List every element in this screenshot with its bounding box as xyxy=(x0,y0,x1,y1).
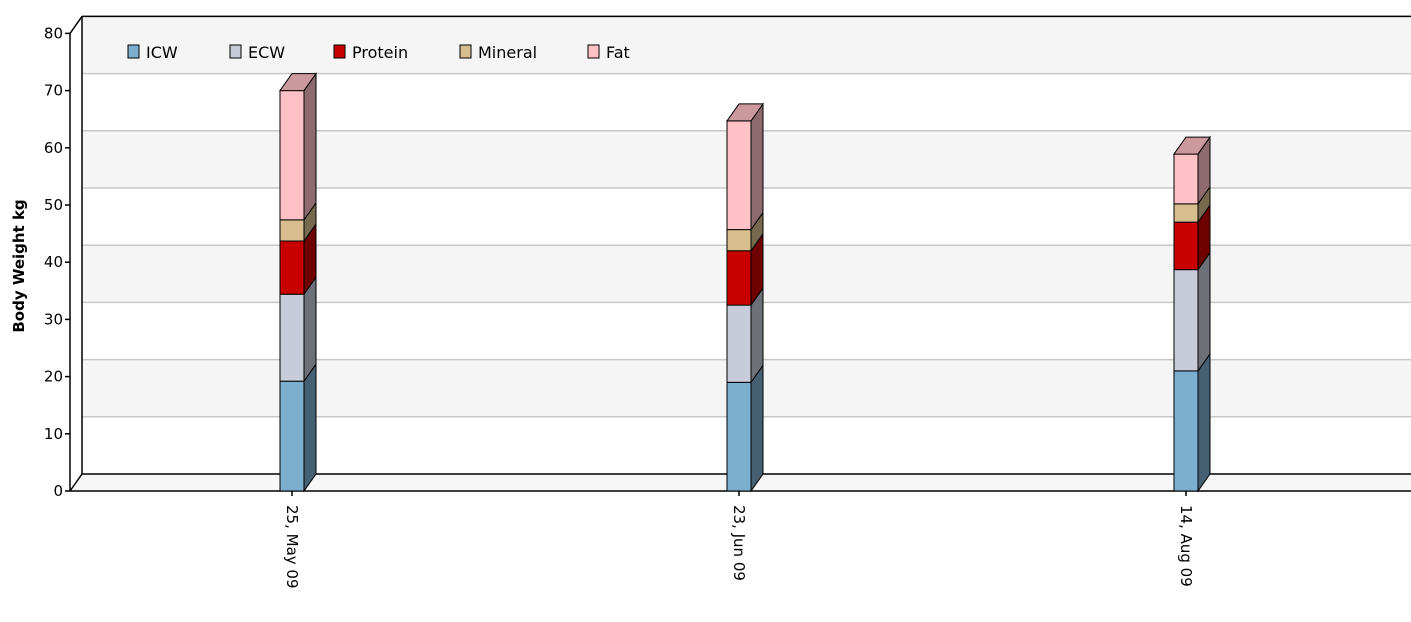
bar-front xyxy=(726,381,752,492)
legend-item-mineral: Mineral xyxy=(459,43,537,62)
legend-item-icw: ICW xyxy=(127,43,178,62)
bar-front xyxy=(1173,153,1199,205)
bar-segment-mineral xyxy=(279,201,317,243)
bar-front xyxy=(726,304,752,383)
y-tick-label: 20 xyxy=(44,368,63,386)
bar-top xyxy=(279,73,317,92)
legend-swatch xyxy=(229,44,242,59)
y-tick-label: 40 xyxy=(44,253,63,271)
y-tick-label: 50 xyxy=(44,196,63,214)
bar-front xyxy=(1173,269,1199,372)
bar-front xyxy=(279,240,305,295)
legend-item-ecw: ECW xyxy=(229,43,285,62)
y-tick-label: 0 xyxy=(53,482,63,500)
bar-stack xyxy=(279,72,317,493)
bar-segment-ecw xyxy=(726,286,764,384)
bar-segment-mineral xyxy=(1173,185,1211,224)
bar-side xyxy=(750,102,764,232)
bar-segment-fat xyxy=(1173,135,1211,206)
bar-front xyxy=(279,90,305,221)
legend-swatch xyxy=(587,44,600,59)
bar-segment-icw xyxy=(279,362,317,493)
legend-item-protein: Protein xyxy=(333,43,408,62)
legend: ICW ECW Protein Mineral Fat xyxy=(127,43,630,62)
bar-segment-ecw xyxy=(279,275,317,383)
legend-swatch xyxy=(127,44,140,59)
bar-segment-icw xyxy=(726,363,764,493)
bar-top xyxy=(726,103,764,122)
bar-segment-fat xyxy=(279,72,317,222)
bar-stack xyxy=(1173,135,1211,493)
bar-front xyxy=(279,380,305,492)
legend-swatch xyxy=(333,44,346,59)
bar-segment-protein xyxy=(726,232,764,307)
bar-side xyxy=(303,72,317,222)
x-category-label: 25, May 09 xyxy=(283,505,301,589)
bar-segment-icw xyxy=(1173,352,1211,493)
bar-segment-ecw xyxy=(1173,251,1211,373)
legend-swatch xyxy=(459,44,472,59)
legend-item-fat: Fat xyxy=(587,43,630,62)
bar-segment-fat xyxy=(726,102,764,232)
bar-stack xyxy=(726,102,764,493)
y-axis-title: Body Weight kg xyxy=(10,199,28,332)
bar-front xyxy=(1173,370,1199,492)
bar-segment-mineral xyxy=(726,211,764,253)
bar-front xyxy=(279,219,305,242)
bar-front xyxy=(726,120,752,231)
y-tick-label: 80 xyxy=(44,24,63,42)
category-labels: 25, May 09 23, Jun 09 14, Aug 09 xyxy=(283,505,1195,589)
bars xyxy=(279,72,1211,493)
y-tick-label: 70 xyxy=(44,82,63,100)
legend-label: ECW xyxy=(248,43,285,62)
bar-side xyxy=(1197,251,1211,373)
bar-top xyxy=(1173,136,1211,155)
bar-front xyxy=(1173,221,1199,271)
y-tick-label: 10 xyxy=(44,425,63,443)
legend-label: Fat xyxy=(606,43,630,62)
bar-segment-protein xyxy=(1173,203,1211,272)
y-tick-label: 60 xyxy=(44,139,63,157)
x-category-label: 14, Aug 09 xyxy=(1177,505,1195,587)
y-tick-label: 30 xyxy=(44,310,63,328)
bar-front xyxy=(1173,203,1199,223)
bar-front xyxy=(279,293,305,382)
bar-side xyxy=(303,275,317,383)
bar-front xyxy=(726,250,752,306)
legend-label: Mineral xyxy=(478,43,537,62)
legend-label: ICW xyxy=(146,43,178,62)
legend-label: Protein xyxy=(352,43,408,62)
x-category-label: 23, Jun 09 xyxy=(730,505,748,581)
bar-side xyxy=(750,363,764,493)
bar-front xyxy=(726,229,752,252)
bar-side xyxy=(303,362,317,493)
bar-side xyxy=(1197,352,1211,493)
